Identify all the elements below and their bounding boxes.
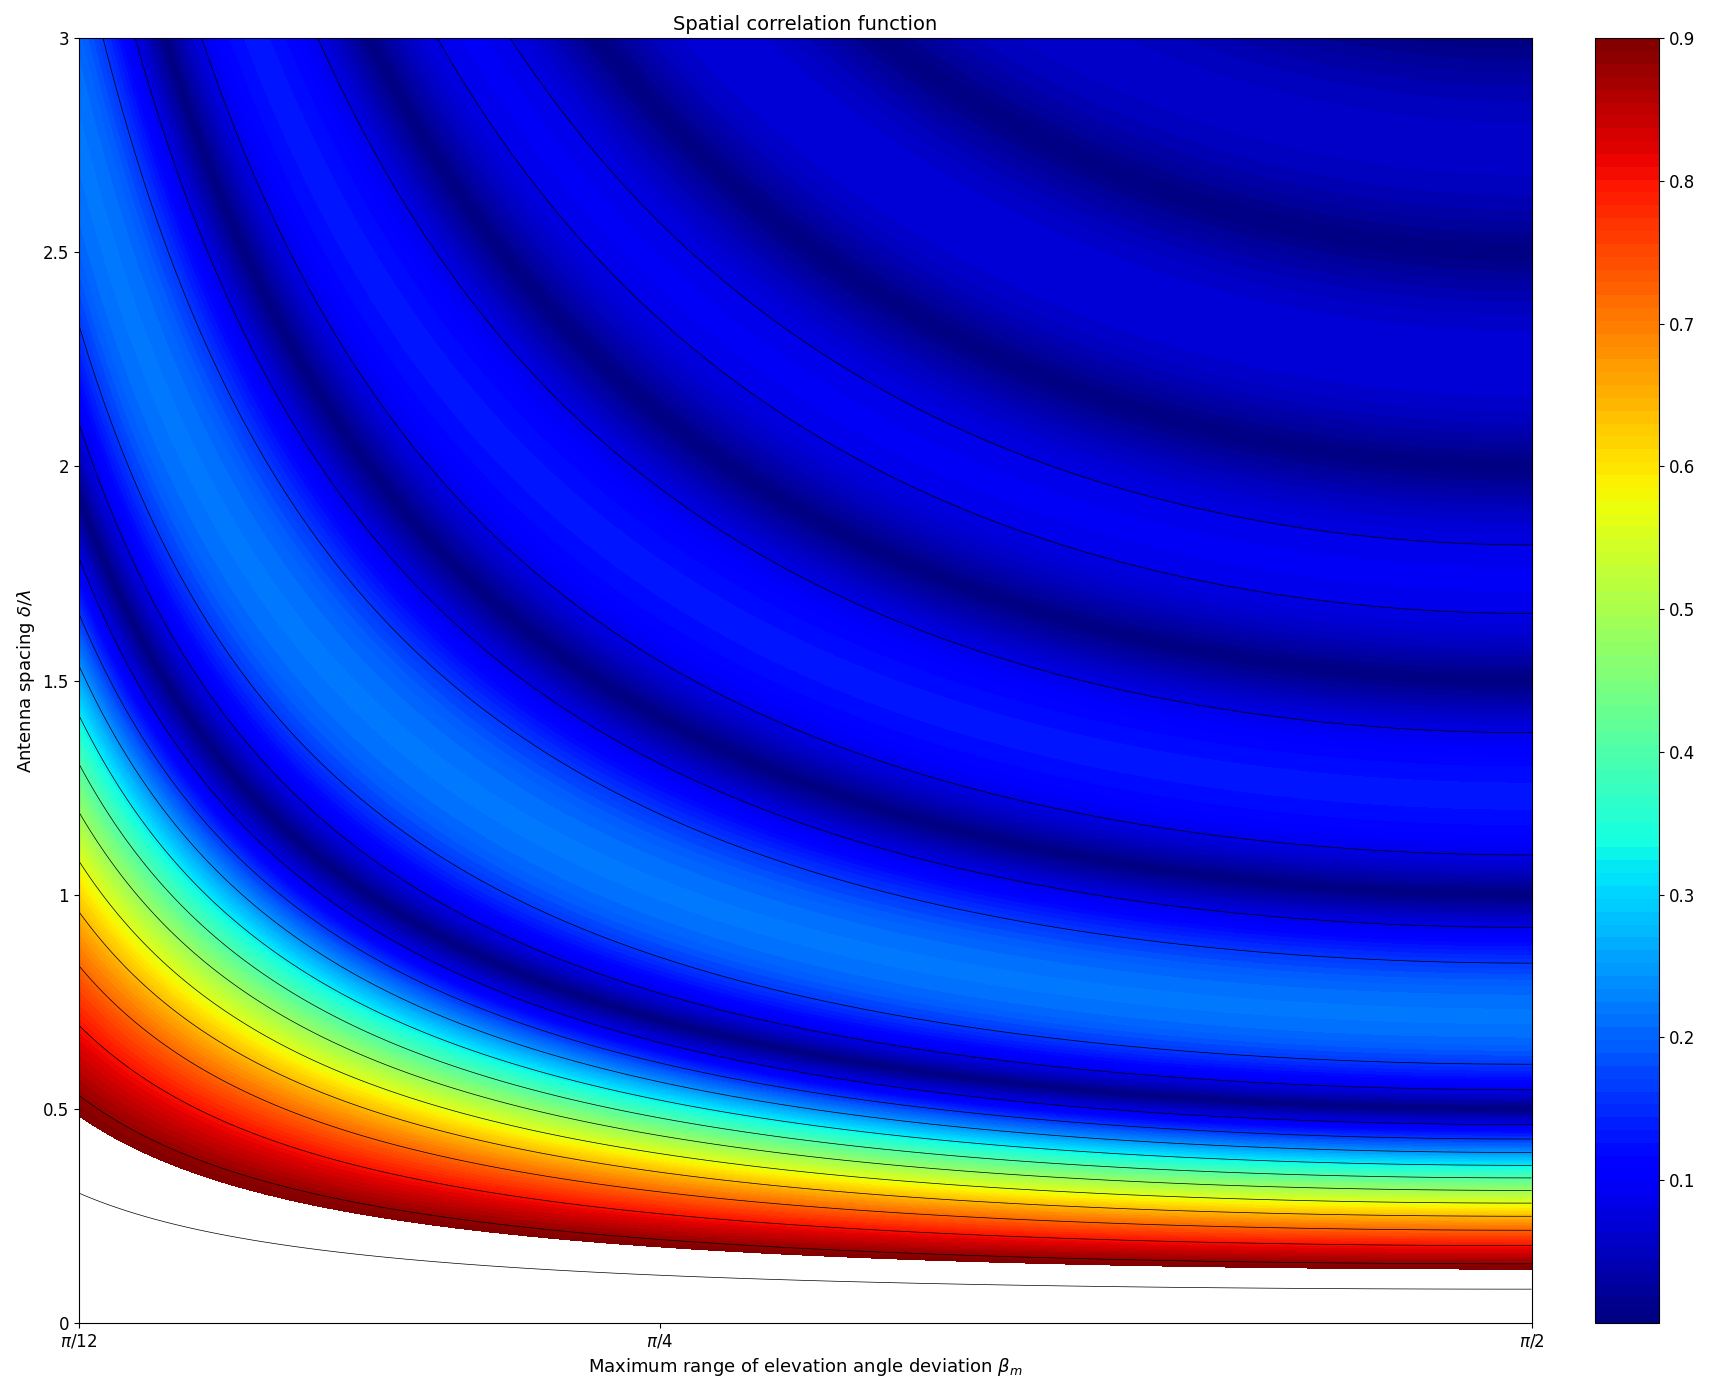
Title: Spatial correlation function: Spatial correlation function bbox=[673, 15, 936, 33]
X-axis label: Maximum range of elevation angle deviation $\beta_m$: Maximum range of elevation angle deviati… bbox=[587, 1355, 1022, 1378]
Y-axis label: Antenna spacing $\delta/\lambda$: Antenna spacing $\delta/\lambda$ bbox=[15, 588, 38, 773]
